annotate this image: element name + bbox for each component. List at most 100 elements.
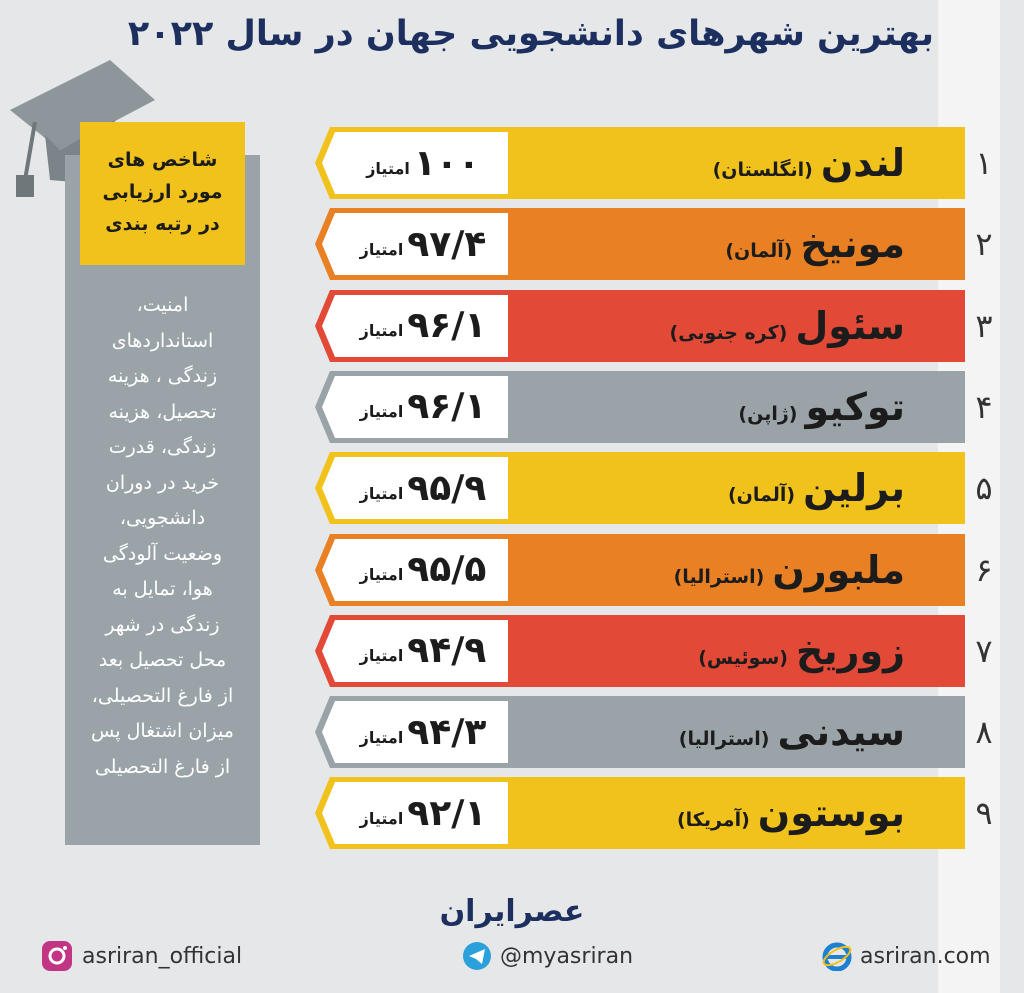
city-label: بوستون (آمریکا) xyxy=(677,777,905,849)
city-name: مونیخ xyxy=(800,222,905,267)
sidebar-text-line: میزان اشتغال پس xyxy=(91,720,234,742)
country-name: (ژاپن) xyxy=(738,402,798,425)
country-name: (استرالیا) xyxy=(678,728,770,751)
rank-number: ۳ xyxy=(975,306,993,345)
sidebar-text-line: از فارغ التحصیلی xyxy=(94,755,231,778)
score-unit: امتیاز xyxy=(359,483,404,503)
score-box xyxy=(322,701,508,764)
rank-number: ۲ xyxy=(975,225,993,264)
sidebar-text-line: زندگی ، هزینه xyxy=(107,365,218,387)
sidebar-text-line: خرید در دوران xyxy=(105,471,220,494)
city-name: بوستون xyxy=(757,791,905,836)
ranking-row: ملبورن (استرالیا) ۹۵/۵ امتیاز xyxy=(315,533,965,606)
row-shape xyxy=(315,127,965,199)
city-label: مونیخ (آلمان) xyxy=(725,208,905,280)
score-unit: امتیاز xyxy=(359,565,404,584)
city-label: توکیو (ژاپن) xyxy=(738,371,905,443)
sidebar-text-line: امنیت، xyxy=(136,294,189,316)
country-name: (آلمان) xyxy=(725,240,793,263)
city-label: سئول (کره جنوبی) xyxy=(670,290,905,362)
row-shape xyxy=(315,452,965,525)
sidebar-text-line: از فارغ التحصیلی، xyxy=(91,684,234,707)
rank-number: ۵ xyxy=(975,469,993,508)
city-label: زوریخ (سوئیس) xyxy=(698,615,905,687)
score-box xyxy=(322,782,508,845)
city-name: برلین xyxy=(803,466,905,511)
ranking-row: بوستون (آمریکا) ۹۲/۱ امتیاز xyxy=(315,777,965,850)
sidebar-text-line: دانشجویی، xyxy=(119,507,206,529)
score-unit: امتیاز xyxy=(359,646,404,666)
score-unit: امتیاز xyxy=(359,239,404,259)
country-name: (کره جنوبی) xyxy=(669,321,788,344)
telegram-text: @myasriran xyxy=(500,943,634,969)
country-name: (استرالیا) xyxy=(673,565,765,588)
score-value: ۱۰۰ xyxy=(413,142,480,184)
brand-logo: عصرایران xyxy=(439,894,585,929)
website-link: asriran.com xyxy=(822,938,991,974)
city-name: سیدنی xyxy=(777,710,905,755)
telegram-icon xyxy=(463,942,491,970)
ranking-row: مونیخ (آلمان) ۹۷/۴ امتیاز xyxy=(315,208,965,281)
sidebar-text-line: زندگی، قدرت xyxy=(108,436,217,458)
rank-number: ۶ xyxy=(975,550,993,589)
country-name: (آمریکا) xyxy=(676,809,750,832)
row-shape xyxy=(315,370,965,443)
telegram-handle: @myasriran xyxy=(462,938,633,974)
sidebar-heading-line: مورد ارزیابی xyxy=(102,181,223,203)
sidebar-text-line: تحصیل، هزینه xyxy=(108,400,217,423)
sidebar-panel xyxy=(65,155,260,845)
city-label: لندن (انگلستان) xyxy=(713,127,905,199)
row-shape xyxy=(315,533,965,606)
city-label: برلین (آلمان) xyxy=(728,452,905,524)
sidebar-heading: شاخص های مورد ارزیابی در رتبه بندی xyxy=(80,122,245,265)
city-name: توکیو xyxy=(805,384,905,429)
sidebar-text-line: وضعیت آلودگی xyxy=(102,542,223,565)
ranking-row: برلین (آلمان) ۹۵/۹ امتیاز xyxy=(315,452,965,525)
score-label: ۹۵/۵ امتیاز xyxy=(337,534,509,606)
row-shape xyxy=(315,289,965,362)
score-unit: امتیاز xyxy=(359,321,404,341)
score-label: ۱۰۰ امتیاز xyxy=(337,127,509,199)
score-label: ۹۶/۱ امتیاز xyxy=(337,371,509,443)
rank-number: ۸ xyxy=(975,713,993,752)
score-unit: امتیاز xyxy=(359,808,404,828)
score-label: ۹۴/۳ امتیاز xyxy=(337,696,509,768)
score-label: ۹۲/۱ امتیاز xyxy=(337,777,509,849)
city-label: ملبورن (استرالیا) xyxy=(674,534,905,606)
score-label: ۹۶/۱ امتیاز xyxy=(337,290,509,362)
ranking-row: سئول (کره جنوبی) ۹۶/۱ امتیاز xyxy=(315,289,965,362)
rank-number: ۹ xyxy=(975,794,993,833)
ranking-row: زوریخ (سوئیس) ۹۴/۹ امتیاز xyxy=(315,614,965,687)
score-value: ۹۵/۹ xyxy=(407,467,487,509)
instagram-icon xyxy=(42,941,72,971)
score-value: ۹۴/۳ xyxy=(407,711,487,753)
score-box xyxy=(322,457,508,520)
score-unit: امتیاز xyxy=(359,402,404,422)
city-name: لندن xyxy=(820,141,905,185)
city-label: سیدنی (استرالیا) xyxy=(679,696,905,768)
score-box xyxy=(322,132,508,194)
website-icon xyxy=(822,942,852,971)
sidebar-text: امنیت، استانداردهای زندگی ، هزینه تحصیل، هز… xyxy=(65,288,260,785)
city-name: ملبورن xyxy=(772,547,905,592)
sidebar-heading-line: شاخص های xyxy=(107,149,218,171)
city-name: زوریخ xyxy=(795,628,905,673)
score-unit: امتیاز xyxy=(359,727,404,747)
score-value: ۹۷/۴ xyxy=(407,223,487,265)
score-box xyxy=(322,538,508,601)
score-unit: امتیاز xyxy=(366,158,410,178)
country-name: (سوئیس) xyxy=(698,646,788,669)
instagram-text: asriran_official xyxy=(82,943,243,969)
instagram-handle: asriran_official xyxy=(40,938,242,974)
sidebar-text-line: محل تحصیل بعد xyxy=(98,649,227,671)
score-value: ۹۶/۱ xyxy=(407,305,487,347)
score-box xyxy=(322,213,508,276)
rank-number: ۱ xyxy=(975,144,993,182)
website-text: asriran.com xyxy=(860,943,991,969)
score-label: ۹۴/۹ امتیاز xyxy=(337,615,509,687)
score-box xyxy=(322,619,508,682)
row-shape xyxy=(315,777,965,850)
score-value: ۹۲/۱ xyxy=(407,792,487,834)
